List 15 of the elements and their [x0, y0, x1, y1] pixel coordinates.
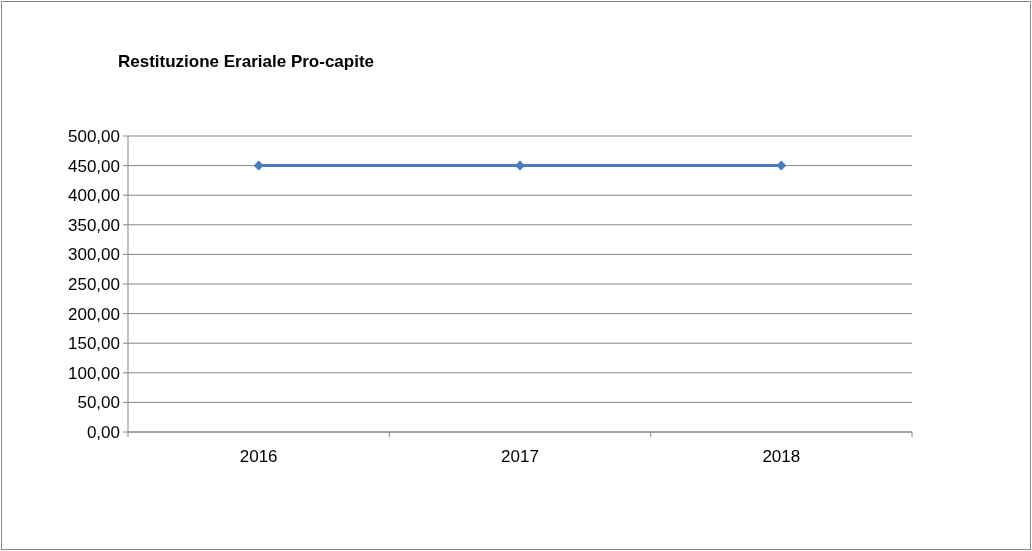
- y-tick-label: 350,00: [68, 215, 120, 235]
- x-tick-label: 2018: [762, 447, 801, 466]
- y-tick-label: 0,00: [86, 422, 120, 442]
- x-tick-label: 2016: [239, 447, 278, 466]
- y-tick-label: 100,00: [68, 363, 120, 383]
- y-tick-label: 500,00: [68, 126, 120, 146]
- x-tick-label: 2017: [501, 447, 539, 466]
- y-tick-label: 250,00: [68, 274, 120, 294]
- y-tick-label: 450,00: [68, 156, 120, 176]
- y-tick-label: 400,00: [68, 186, 120, 206]
- y-tick-label: 150,00: [68, 334, 120, 354]
- y-tick-label: 200,00: [68, 304, 120, 324]
- y-tick-label: 300,00: [68, 245, 120, 265]
- y-tick-label: 50,00: [77, 393, 120, 413]
- chart-title: Restituzione Erariale Pro-capite: [118, 52, 375, 71]
